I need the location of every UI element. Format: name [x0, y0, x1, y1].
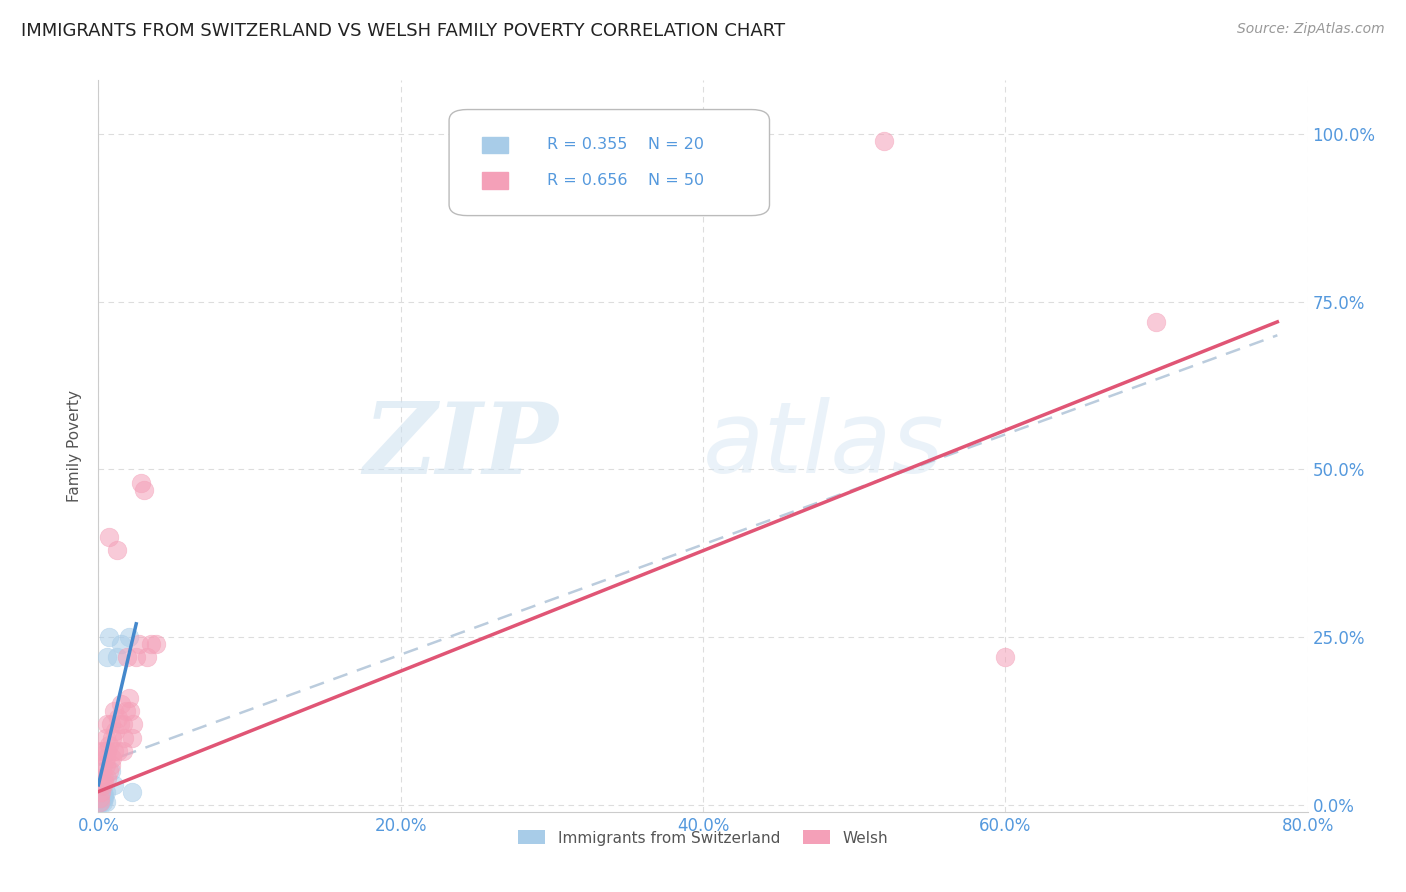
- Point: [100, 764, 122, 779]
- Point: [89, 791, 111, 805]
- Point: [91, 784, 114, 798]
- Point: [120, 704, 142, 718]
- Point: [89, 791, 111, 805]
- FancyBboxPatch shape: [449, 110, 769, 216]
- Point: [89, 795, 111, 809]
- Point: [128, 637, 150, 651]
- Point: [90, 784, 112, 798]
- Point: [94, 731, 117, 745]
- Point: [121, 784, 143, 798]
- Text: R = 0.656    N = 50: R = 0.656 N = 50: [547, 173, 704, 188]
- Point: [94, 751, 117, 765]
- Point: [91, 757, 114, 772]
- Point: [98, 764, 121, 779]
- Point: [90, 788, 112, 802]
- Point: [91, 791, 114, 805]
- Point: [114, 704, 136, 718]
- Text: R = 0.355    N = 20: R = 0.355 N = 20: [547, 137, 704, 153]
- Point: [873, 134, 896, 148]
- Point: [100, 757, 122, 772]
- Point: [91, 795, 114, 809]
- Point: [96, 650, 118, 665]
- Point: [994, 650, 1017, 665]
- Point: [94, 784, 117, 798]
- Point: [108, 717, 131, 731]
- Point: [94, 757, 117, 772]
- Point: [100, 717, 122, 731]
- Point: [90, 784, 112, 798]
- Point: [96, 771, 118, 785]
- Point: [93, 744, 115, 758]
- Point: [98, 530, 121, 544]
- Point: [125, 650, 148, 665]
- Point: [98, 630, 121, 644]
- Point: [104, 724, 127, 739]
- Point: [93, 774, 115, 789]
- Point: [121, 731, 143, 745]
- Point: [145, 637, 167, 651]
- Point: [105, 650, 128, 665]
- Point: [93, 771, 115, 785]
- Point: [90, 744, 112, 758]
- Point: [93, 788, 115, 802]
- Point: [103, 704, 125, 718]
- Point: [110, 698, 132, 712]
- Point: [107, 711, 129, 725]
- Point: [122, 717, 145, 731]
- Point: [101, 751, 124, 765]
- Point: [112, 731, 135, 745]
- Point: [105, 543, 128, 558]
- Point: [91, 778, 114, 792]
- Point: [96, 744, 118, 758]
- Point: [90, 795, 112, 809]
- Text: ZIP: ZIP: [363, 398, 558, 494]
- Point: [98, 738, 121, 752]
- Text: IMMIGRANTS FROM SWITZERLAND VS WELSH FAMILY POVERTY CORRELATION CHART: IMMIGRANTS FROM SWITZERLAND VS WELSH FAM…: [21, 22, 785, 40]
- Text: Source: ZipAtlas.com: Source: ZipAtlas.com: [1237, 22, 1385, 37]
- Point: [118, 690, 141, 705]
- Y-axis label: Family Poverty: Family Poverty: [67, 390, 83, 502]
- Point: [111, 744, 134, 758]
- FancyBboxPatch shape: [482, 136, 509, 153]
- Point: [107, 744, 129, 758]
- Point: [93, 791, 115, 805]
- Point: [94, 795, 117, 809]
- FancyBboxPatch shape: [482, 172, 509, 188]
- Point: [115, 650, 138, 665]
- Point: [90, 771, 112, 785]
- Point: [129, 475, 152, 490]
- Point: [103, 744, 125, 758]
- Point: [110, 637, 132, 651]
- Point: [118, 630, 141, 644]
- Point: [132, 483, 155, 497]
- Point: [101, 731, 124, 745]
- Point: [135, 650, 157, 665]
- Point: [96, 717, 118, 731]
- Point: [103, 778, 125, 792]
- Legend: Immigrants from Switzerland, Welsh: Immigrants from Switzerland, Welsh: [512, 824, 894, 852]
- Text: atlas: atlas: [703, 398, 945, 494]
- Point: [1144, 315, 1167, 329]
- Point: [141, 637, 163, 651]
- Point: [111, 717, 134, 731]
- Point: [89, 795, 111, 809]
